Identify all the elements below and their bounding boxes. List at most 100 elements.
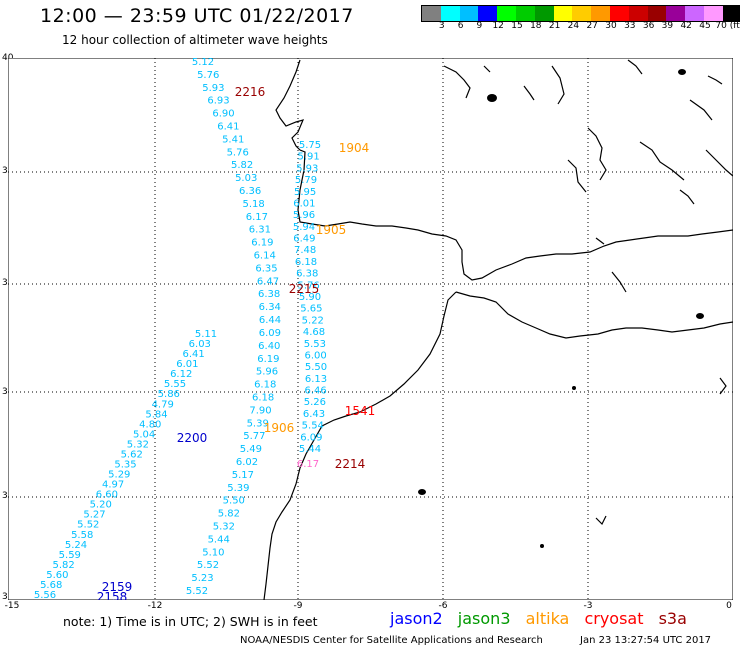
swh-value: 4.79 bbox=[152, 399, 174, 410]
swh-value: 5.55 bbox=[164, 379, 186, 390]
swh-value: 6.17 bbox=[246, 212, 268, 223]
swh-value: 5.68 bbox=[40, 580, 62, 591]
swh-value: 6.40 bbox=[258, 341, 280, 352]
islands bbox=[418, 69, 704, 548]
swh-value: 5.59 bbox=[59, 550, 81, 561]
swh-value: 5.96 bbox=[256, 367, 278, 378]
swh-value: 5.50 bbox=[223, 496, 245, 507]
swh-value: 5.84 bbox=[145, 409, 167, 420]
colorbar-label: 18 bbox=[530, 21, 542, 31]
swh-value: 6.38 bbox=[296, 269, 318, 280]
swh-value: 6.90 bbox=[212, 109, 234, 120]
wave-height-tracks: 5.125.765.936.936.906.415.415.765.825.03… bbox=[34, 58, 327, 600]
swh-value: 5.29 bbox=[108, 470, 130, 481]
colorbar-label: 15 bbox=[511, 21, 523, 31]
swh-value: 6.19 bbox=[257, 354, 279, 365]
lon-label: -6 bbox=[438, 601, 448, 611]
swh-value: 5.32 bbox=[127, 439, 149, 450]
colorbar-swatch bbox=[572, 6, 592, 21]
swh-value: 4.68 bbox=[303, 327, 325, 338]
swh-value: 5.95 bbox=[294, 187, 316, 198]
swh-value: 5.49 bbox=[240, 444, 262, 455]
colorbar-label: 6 bbox=[457, 21, 464, 31]
swh-value: 5.44 bbox=[208, 534, 230, 545]
satellite-legend: jason2 jason3 altika cryosat s3a bbox=[390, 609, 697, 628]
swh-value: 5.62 bbox=[121, 450, 143, 461]
swh-value: 6.01 bbox=[176, 359, 198, 370]
pass-time-label: 2200 bbox=[177, 431, 208, 445]
swh-value: 6.35 bbox=[255, 263, 277, 274]
swh-value: 5.44 bbox=[299, 444, 321, 455]
pass-time-label: 1904 bbox=[339, 141, 370, 155]
lon-label: -12 bbox=[147, 601, 163, 611]
colorbar-swatch bbox=[534, 6, 554, 21]
swh-value: 6.46 bbox=[304, 386, 326, 397]
swh-value: 5.86 bbox=[158, 389, 180, 400]
lon-label: 0 bbox=[726, 601, 732, 611]
swh-value: 6.38 bbox=[258, 289, 280, 300]
swh-value: 6.36 bbox=[239, 186, 261, 197]
colorbar-swatch bbox=[685, 6, 704, 21]
swh-value: 5.39 bbox=[247, 418, 269, 429]
colorbar-label: 21 bbox=[548, 21, 561, 31]
swh-value: 5.52 bbox=[77, 520, 99, 531]
swh-value: 6.49 bbox=[293, 234, 315, 245]
lon-label: -9 bbox=[293, 601, 303, 611]
colorbar-label: 12 bbox=[492, 21, 504, 31]
swh-value: 6.47 bbox=[257, 276, 279, 287]
swh-value: 5.76 bbox=[227, 147, 249, 158]
swh-value: 5.04 bbox=[133, 429, 155, 440]
swh-value: 6.09 bbox=[300, 432, 322, 443]
credit-line: NOAA/NESDIS Center for Satellite Applica… bbox=[240, 635, 543, 646]
swh-value: 5.90 bbox=[299, 292, 321, 303]
colorbar-label: 27 bbox=[586, 21, 598, 31]
swh-value: 5.75 bbox=[299, 140, 321, 151]
swh-value: 6.00 bbox=[304, 351, 326, 362]
legend-s3a: s3a bbox=[658, 609, 687, 628]
swh-value: 7.48 bbox=[294, 245, 316, 256]
swh-value: 5.39 bbox=[227, 483, 249, 494]
swh-value: 5.17 bbox=[232, 470, 254, 481]
swh-value: 5.60 bbox=[46, 570, 68, 581]
swh-value: 5.82 bbox=[231, 160, 253, 171]
swh-value: 5.11 bbox=[195, 329, 217, 340]
pass-time-label: 1541 bbox=[345, 404, 376, 418]
colorbar-swatch bbox=[422, 6, 441, 21]
swh-value: 6.93 bbox=[207, 96, 229, 107]
swh-value: 5.65 bbox=[300, 304, 322, 315]
lon-label: -3 bbox=[583, 601, 593, 611]
pass-time-label: 2159 bbox=[102, 580, 133, 594]
swh-value: 6.44 bbox=[259, 315, 281, 326]
legend-cryosat: cryosat bbox=[584, 609, 644, 628]
swh-value: 6.31 bbox=[249, 225, 271, 236]
swh-value: 5.03 bbox=[235, 173, 257, 184]
colorbar-label: 42 bbox=[680, 21, 692, 31]
colorbar-label: 3 bbox=[438, 21, 445, 31]
swh-value: 6.19 bbox=[251, 238, 273, 249]
pass-time-label: 2214 bbox=[335, 457, 366, 471]
swh-value: 6.60 bbox=[96, 490, 118, 501]
colorbar-label: 36 bbox=[642, 21, 655, 31]
units-note: note: 1) Time is in UTC; 2) SWH is in fe… bbox=[63, 614, 318, 629]
swh-value-s3a: 6.17 bbox=[297, 459, 319, 470]
swh-value: 5.94 bbox=[293, 222, 315, 233]
swh-value: 6.41 bbox=[182, 349, 204, 360]
colorbar-swatch bbox=[497, 6, 516, 21]
swh-value: 6.14 bbox=[254, 251, 276, 262]
swh-value: 7.90 bbox=[249, 405, 271, 416]
swh-value: 5.23 bbox=[191, 573, 213, 584]
pass-time-label: 2215 bbox=[289, 282, 320, 296]
swh-value: 5.79 bbox=[295, 175, 317, 186]
swh-value: 5.26 bbox=[304, 397, 326, 408]
colorbar-label: 39 bbox=[661, 21, 674, 31]
colorbar-label: 33 bbox=[624, 21, 636, 31]
swh-value: 5.41 bbox=[222, 134, 244, 145]
swh-value: 5.20 bbox=[90, 500, 112, 511]
swh-value: 5.77 bbox=[243, 431, 265, 442]
generation-timestamp: Jan 23 13:27:54 UTC 2017 bbox=[580, 635, 712, 646]
colorbar-swatch bbox=[647, 6, 667, 21]
swh-value: 5.52 bbox=[186, 586, 208, 597]
map-subtitle: 12 hour collection of altimeter wave hei… bbox=[62, 33, 328, 47]
swh-value: 5.32 bbox=[213, 522, 235, 533]
swh-value: 5.82 bbox=[218, 509, 240, 520]
